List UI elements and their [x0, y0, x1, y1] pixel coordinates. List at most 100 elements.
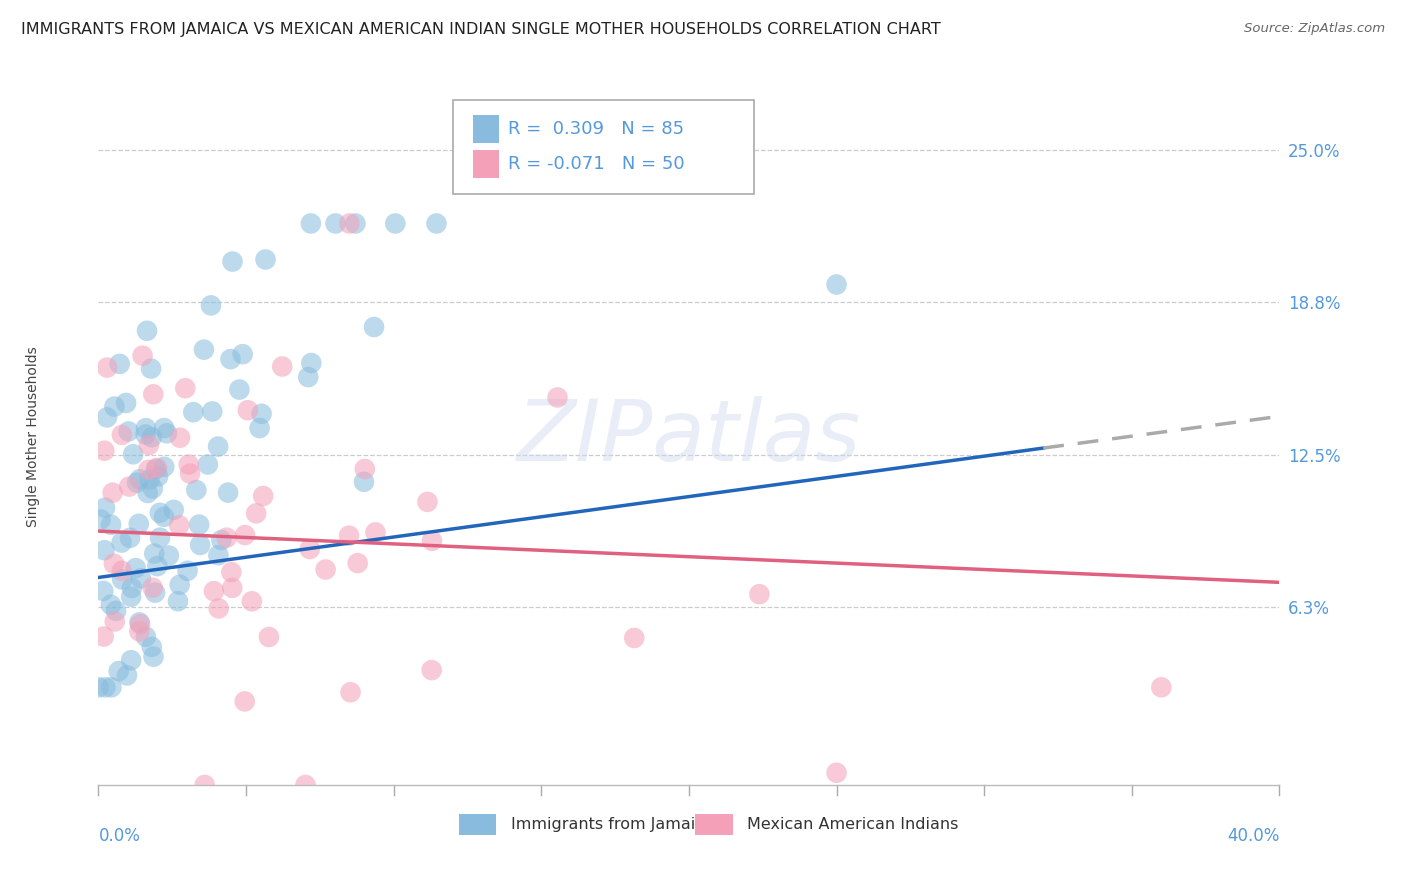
Point: [167, 594, 190, 608]
Point: [188, 538, 211, 552]
Point: [163, 503, 186, 517]
Point: [363, 320, 385, 334]
Point: [174, 381, 197, 395]
Point: [228, 383, 250, 397]
Point: [200, 298, 222, 312]
Point: [115, 668, 138, 682]
Point: [121, 581, 143, 595]
Point: [105, 604, 128, 618]
Point: [93, 543, 115, 558]
Text: R = -0.071   N = 50: R = -0.071 N = 50: [508, 154, 685, 173]
Point: [100, 517, 122, 532]
Point: [299, 217, 322, 231]
Point: [169, 578, 191, 592]
Point: [107, 664, 129, 678]
Point: [179, 467, 201, 481]
Point: [96, 410, 118, 425]
Point: [169, 431, 191, 445]
Point: [232, 347, 254, 361]
Point: [100, 681, 122, 695]
Point: [120, 531, 142, 545]
Point: [217, 485, 239, 500]
Point: [110, 535, 132, 549]
Point: [146, 461, 169, 475]
Point: [186, 483, 208, 497]
Point: [146, 559, 169, 574]
Point: [420, 663, 443, 677]
Point: [252, 489, 274, 503]
Point: [135, 421, 157, 435]
Point: [202, 584, 225, 599]
Point: [128, 624, 150, 639]
Point: [148, 469, 170, 483]
Point: [157, 549, 180, 563]
Point: [101, 485, 124, 500]
Point: [353, 462, 375, 476]
Point: [129, 617, 152, 632]
Point: [1150, 681, 1173, 695]
Point: [353, 475, 375, 489]
Point: [384, 217, 406, 231]
Point: [149, 506, 172, 520]
Point: [315, 562, 337, 576]
Point: [425, 217, 447, 231]
Point: [87, 681, 110, 695]
Point: [136, 486, 159, 500]
Point: [233, 528, 256, 542]
Point: [138, 438, 160, 452]
Point: [167, 518, 190, 533]
Point: [91, 583, 114, 598]
Point: [201, 404, 224, 418]
Point: [118, 479, 141, 493]
Point: [142, 482, 165, 496]
Point: [346, 556, 368, 570]
Point: [117, 425, 139, 439]
Point: [94, 681, 117, 695]
Point: [221, 565, 243, 579]
Point: [271, 359, 294, 374]
Point: [420, 533, 443, 548]
Point: [207, 548, 229, 562]
Point: [188, 517, 211, 532]
Point: [125, 475, 148, 490]
Point: [416, 495, 439, 509]
Point: [139, 361, 162, 376]
Point: [240, 594, 263, 608]
Point: [93, 630, 115, 644]
Text: 0.0%: 0.0%: [98, 827, 141, 845]
Text: R =  0.309   N = 85: R = 0.309 N = 85: [508, 120, 685, 138]
Point: [111, 573, 134, 587]
Point: [250, 407, 273, 421]
Text: Immigrants from Jamaica: Immigrants from Jamaica: [510, 817, 713, 832]
Point: [120, 590, 142, 604]
Point: [142, 581, 165, 595]
Point: [221, 254, 243, 268]
Point: [128, 516, 150, 531]
Point: [96, 360, 118, 375]
Point: [825, 765, 848, 780]
Point: [120, 653, 142, 667]
Point: [294, 778, 316, 792]
Point: [257, 630, 280, 644]
Text: Single Mother Households: Single Mother Households: [27, 347, 41, 527]
Text: ZIPatlas: ZIPatlas: [517, 395, 860, 479]
Point: [298, 542, 321, 557]
Point: [94, 500, 117, 515]
Point: [215, 531, 238, 545]
Point: [156, 426, 179, 441]
Point: [104, 615, 127, 629]
Point: [364, 525, 387, 540]
Point: [219, 352, 242, 367]
Bar: [472, 115, 499, 143]
Text: 40.0%: 40.0%: [1227, 827, 1279, 845]
Point: [299, 356, 322, 370]
Point: [103, 400, 125, 414]
Point: [337, 529, 360, 543]
Point: [93, 443, 115, 458]
Point: [339, 217, 361, 231]
Point: [90, 512, 112, 526]
Point: [194, 778, 217, 792]
Point: [233, 694, 256, 708]
Point: [209, 533, 232, 547]
Point: [254, 252, 277, 267]
